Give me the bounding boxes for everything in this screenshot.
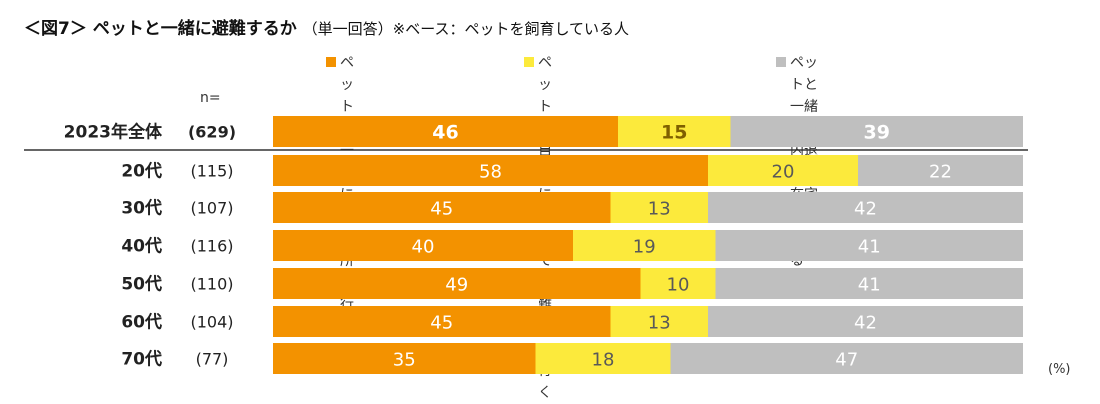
category-label: 70代: [121, 349, 162, 370]
bar-segment: [730, 116, 1023, 147]
bar-segment: [640, 268, 716, 299]
bar-segment: [708, 155, 858, 186]
bar-segment: [273, 268, 641, 299]
data-label: 41: [858, 237, 881, 258]
sample-size-label: (107): [190, 199, 233, 218]
data-label: 42: [854, 313, 877, 334]
data-label: 35: [393, 350, 416, 371]
chart-title-sub: （単一回答）※ベース：ペットを飼育している人: [302, 20, 630, 38]
bar-segment: [858, 155, 1023, 186]
data-label: 42: [854, 199, 877, 220]
bar-segment: [708, 306, 1023, 337]
data-label: 45: [430, 313, 453, 334]
data-label: 13: [648, 313, 671, 334]
bar-segment: [273, 192, 611, 223]
data-label: 41: [858, 275, 881, 296]
legend-swatch-orange: [326, 57, 336, 67]
category-label: 2023年全体: [64, 122, 163, 143]
bar-segment: [273, 230, 573, 261]
data-label: 19: [633, 237, 656, 258]
sample-size-label: (116): [190, 237, 233, 256]
data-label: 40: [412, 237, 435, 258]
data-label: 10: [667, 275, 690, 296]
data-label: 46: [432, 122, 458, 144]
sample-size-label: (104): [190, 313, 233, 332]
sample-size-label: (629): [188, 123, 236, 142]
bar-segment: [273, 306, 611, 337]
data-label: 47: [835, 350, 858, 371]
bar-segment: [573, 230, 716, 261]
bar-segment: [618, 116, 731, 147]
category-label: 40代: [121, 236, 162, 257]
bar-segment: [715, 230, 1023, 261]
data-label: 45: [430, 199, 453, 220]
legend-swatch-gray: [776, 57, 786, 67]
bar-segment: [273, 116, 618, 147]
sample-size-label: (115): [190, 162, 233, 181]
bar-segment: [535, 343, 671, 374]
sample-size-label: (110): [190, 275, 233, 294]
n-header-label: n=: [200, 90, 221, 106]
unit-label: (%): [1048, 362, 1071, 377]
legend-swatch-yellow: [524, 57, 534, 67]
data-label: 22: [929, 162, 952, 183]
bar-segment: [273, 343, 536, 374]
bar-segment: [708, 192, 1023, 223]
data-label: 13: [648, 199, 671, 220]
category-label: 50代: [121, 274, 162, 295]
category-label: 60代: [121, 312, 162, 333]
data-label: 49: [445, 275, 468, 296]
data-label: 18: [592, 350, 615, 371]
data-label: 15: [661, 122, 687, 144]
chart-title-main: ＜図7＞ ペットと一緒に避難するか: [24, 19, 297, 39]
data-label: 39: [864, 122, 890, 144]
chart-title: ＜図7＞ ペットと一緒に避難するか （単一回答）※ベース：ペットを飼育している人: [24, 14, 629, 39]
bar-segment: [715, 268, 1023, 299]
sample-size-label: (77): [196, 350, 229, 369]
bar-segment: [670, 343, 1023, 374]
bar-segment: [610, 306, 708, 337]
category-label: 20代: [121, 161, 162, 182]
bar-segment: [273, 155, 708, 186]
data-label: 20: [772, 162, 795, 183]
data-label: 58: [479, 162, 502, 183]
bar-segment: [610, 192, 708, 223]
category-label: 30代: [121, 198, 162, 219]
